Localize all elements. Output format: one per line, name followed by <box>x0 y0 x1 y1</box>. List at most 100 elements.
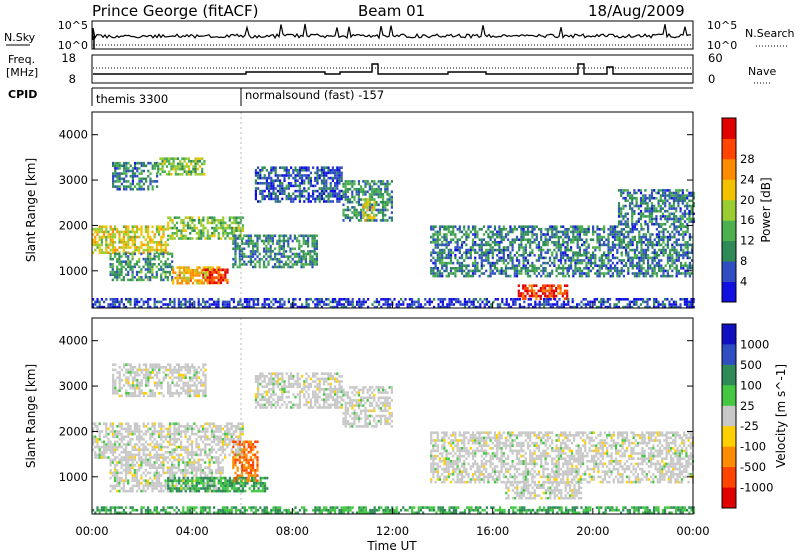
velocity-echo-cell <box>171 438 174 441</box>
power-echo-cell <box>498 228 501 231</box>
power-echo-cell <box>627 269 630 273</box>
power-echo-cell <box>474 298 477 301</box>
power-echo-cell <box>438 274 442 278</box>
power-echo-cell <box>666 241 669 244</box>
power-echo-cell <box>367 305 370 309</box>
power-echo-cell <box>315 247 318 251</box>
power-echo-cell <box>263 189 266 193</box>
power-echo-cell <box>671 243 674 247</box>
power-echo-cell <box>114 185 117 188</box>
power-echo-cell <box>467 269 470 273</box>
power-echo-cell <box>162 233 165 236</box>
power-echo-cell <box>517 289 520 293</box>
power-echo-cell <box>131 235 134 239</box>
power-echo-cell <box>188 300 191 304</box>
power-echo-cell <box>171 260 174 263</box>
power-echo-cell <box>542 248 545 252</box>
power-echo-cell <box>191 216 194 219</box>
power-echo-cell <box>564 241 567 244</box>
velocity-echo-cell <box>197 448 200 451</box>
velocity-echo-cell <box>144 430 147 433</box>
velocity-echo-cell <box>94 451 97 454</box>
power-echo-cell <box>283 303 286 306</box>
power-echo-cell <box>261 182 264 185</box>
power-echo-cell <box>362 300 365 304</box>
power-echo-cell <box>356 303 359 306</box>
power-echo-cell <box>544 238 547 241</box>
power-echo-cell <box>366 180 369 183</box>
power-echo-cell <box>175 234 179 238</box>
power-echo-cell <box>180 281 184 285</box>
power-echo-cell <box>292 169 295 172</box>
power-echo-cell <box>146 252 150 256</box>
power-echo-cell <box>100 243 103 247</box>
velocity-echo-cell <box>155 440 158 444</box>
power-echo-cell <box>192 160 195 163</box>
power-echo-cell <box>221 303 224 306</box>
velocity-echo-cell <box>177 427 180 431</box>
power-echo-cell <box>202 268 205 272</box>
power-echo-cell <box>582 298 585 301</box>
power-echo-cell <box>467 251 470 254</box>
power-echo-cell <box>548 256 552 260</box>
power-echo-cell <box>345 300 348 304</box>
power-echo-cell <box>690 207 693 210</box>
power-echo-cell <box>609 225 612 228</box>
velocity-echo-cell <box>147 453 150 457</box>
velocity-echo-cell <box>98 448 101 451</box>
power-echo-cell <box>567 274 570 278</box>
power-echo-cell <box>160 305 163 309</box>
power-echo-cell <box>411 298 414 301</box>
power-echo-cell <box>296 237 299 240</box>
power-echo-cell <box>298 247 301 251</box>
velocity-echo-cell <box>94 453 97 457</box>
power-echo-cell <box>382 206 385 209</box>
power-echo-cell <box>504 267 508 270</box>
power-echo-cell <box>668 196 671 200</box>
power-echo-cell <box>463 259 466 262</box>
power-echo-cell <box>120 265 123 269</box>
power-echo-cell <box>226 300 229 304</box>
power-echo-cell <box>353 198 356 201</box>
power-echo-cell <box>185 276 188 280</box>
power-echo-cell <box>164 243 167 247</box>
power-echo-cell <box>651 269 654 273</box>
power-echo-cell <box>196 160 199 163</box>
power-echo-cell <box>602 298 605 301</box>
power-echo-cell <box>112 177 115 181</box>
power-echo-cell <box>480 272 483 275</box>
power-echo-cell <box>627 233 630 236</box>
power-echo-cell <box>507 248 510 252</box>
velocity-echo-cell <box>151 445 154 449</box>
power-echo-cell <box>325 303 328 306</box>
power-echo-cell <box>526 269 530 273</box>
power-echo-cell <box>644 215 647 218</box>
power-echo-cell <box>614 264 617 267</box>
power-echo-cell <box>190 162 193 166</box>
power-echo-cell <box>307 298 310 301</box>
power-echo-cell <box>118 230 121 234</box>
power-echo-cell <box>607 261 610 265</box>
power-echo-cell <box>657 189 660 192</box>
power-echo-cell <box>279 305 282 309</box>
power-echo-cell <box>672 217 676 221</box>
power-echo-cell <box>366 208 369 212</box>
power-echo-cell <box>114 305 117 309</box>
velocity-echo-cell <box>173 440 176 444</box>
colorbar-tick-label: 12 <box>740 234 755 248</box>
power-echo-cell <box>211 219 214 222</box>
power-echo-cell <box>238 244 241 248</box>
power-echo-cell <box>611 228 614 231</box>
power-echo-cell <box>511 264 514 267</box>
power-echo-cell <box>474 248 477 252</box>
power-echo-cell <box>548 235 552 239</box>
velocity-echo-cell <box>193 422 196 425</box>
power-echo-cell <box>388 193 391 196</box>
power-echo-cell <box>228 303 231 306</box>
power-echo-cell <box>160 268 163 271</box>
power-echo-cell <box>208 221 212 225</box>
power-echo-cell <box>316 176 319 180</box>
freq-unit: [MHz] <box>6 66 38 79</box>
power-echo-cell <box>445 243 448 247</box>
power-echo-cell <box>340 298 343 301</box>
